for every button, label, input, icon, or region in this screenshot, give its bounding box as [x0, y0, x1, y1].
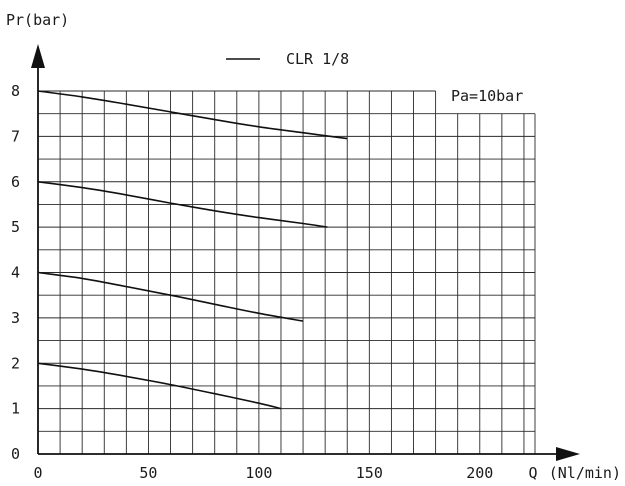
x-tick-label: 200	[466, 464, 493, 482]
x-tick-label: 0	[33, 464, 42, 482]
y-tick-label: 7	[11, 127, 20, 145]
tick-labels: 0 1 2 3 4 5 6 7 8 0 50 100 150 200	[11, 82, 493, 482]
y-tick-label: 0	[11, 445, 20, 463]
axes	[31, 44, 580, 461]
curves	[37, 90, 348, 410]
y-axis-arrowhead	[31, 44, 45, 68]
y-tick-label: 1	[11, 400, 20, 418]
y-tick-label: 3	[11, 309, 20, 327]
y-tick-label: 5	[11, 218, 20, 236]
pa-annotation: Pa=10bar	[451, 87, 523, 105]
y-axis-label: Pr(bar)	[6, 11, 69, 29]
y-tick-label: 2	[11, 354, 20, 372]
x-axis-arrowhead	[556, 447, 580, 461]
y-tick-label: 8	[11, 82, 20, 100]
grid	[38, 90, 536, 454]
legend-label: CLR 1/8	[286, 50, 349, 68]
curve-series-4	[37, 362, 282, 410]
y-tick-label: 6	[11, 173, 20, 191]
x-axis-unit: (Nl/min)	[549, 464, 621, 482]
curve-series-2	[37, 181, 328, 228]
x-tick-label: 100	[245, 464, 272, 482]
y-tick-label: 4	[11, 264, 20, 282]
curve-series-3	[37, 271, 304, 322]
x-tick-label: 150	[356, 464, 383, 482]
x-axis-symbol: Q	[528, 464, 537, 482]
curve-series-1	[37, 90, 348, 140]
x-tick-label: 50	[139, 464, 157, 482]
